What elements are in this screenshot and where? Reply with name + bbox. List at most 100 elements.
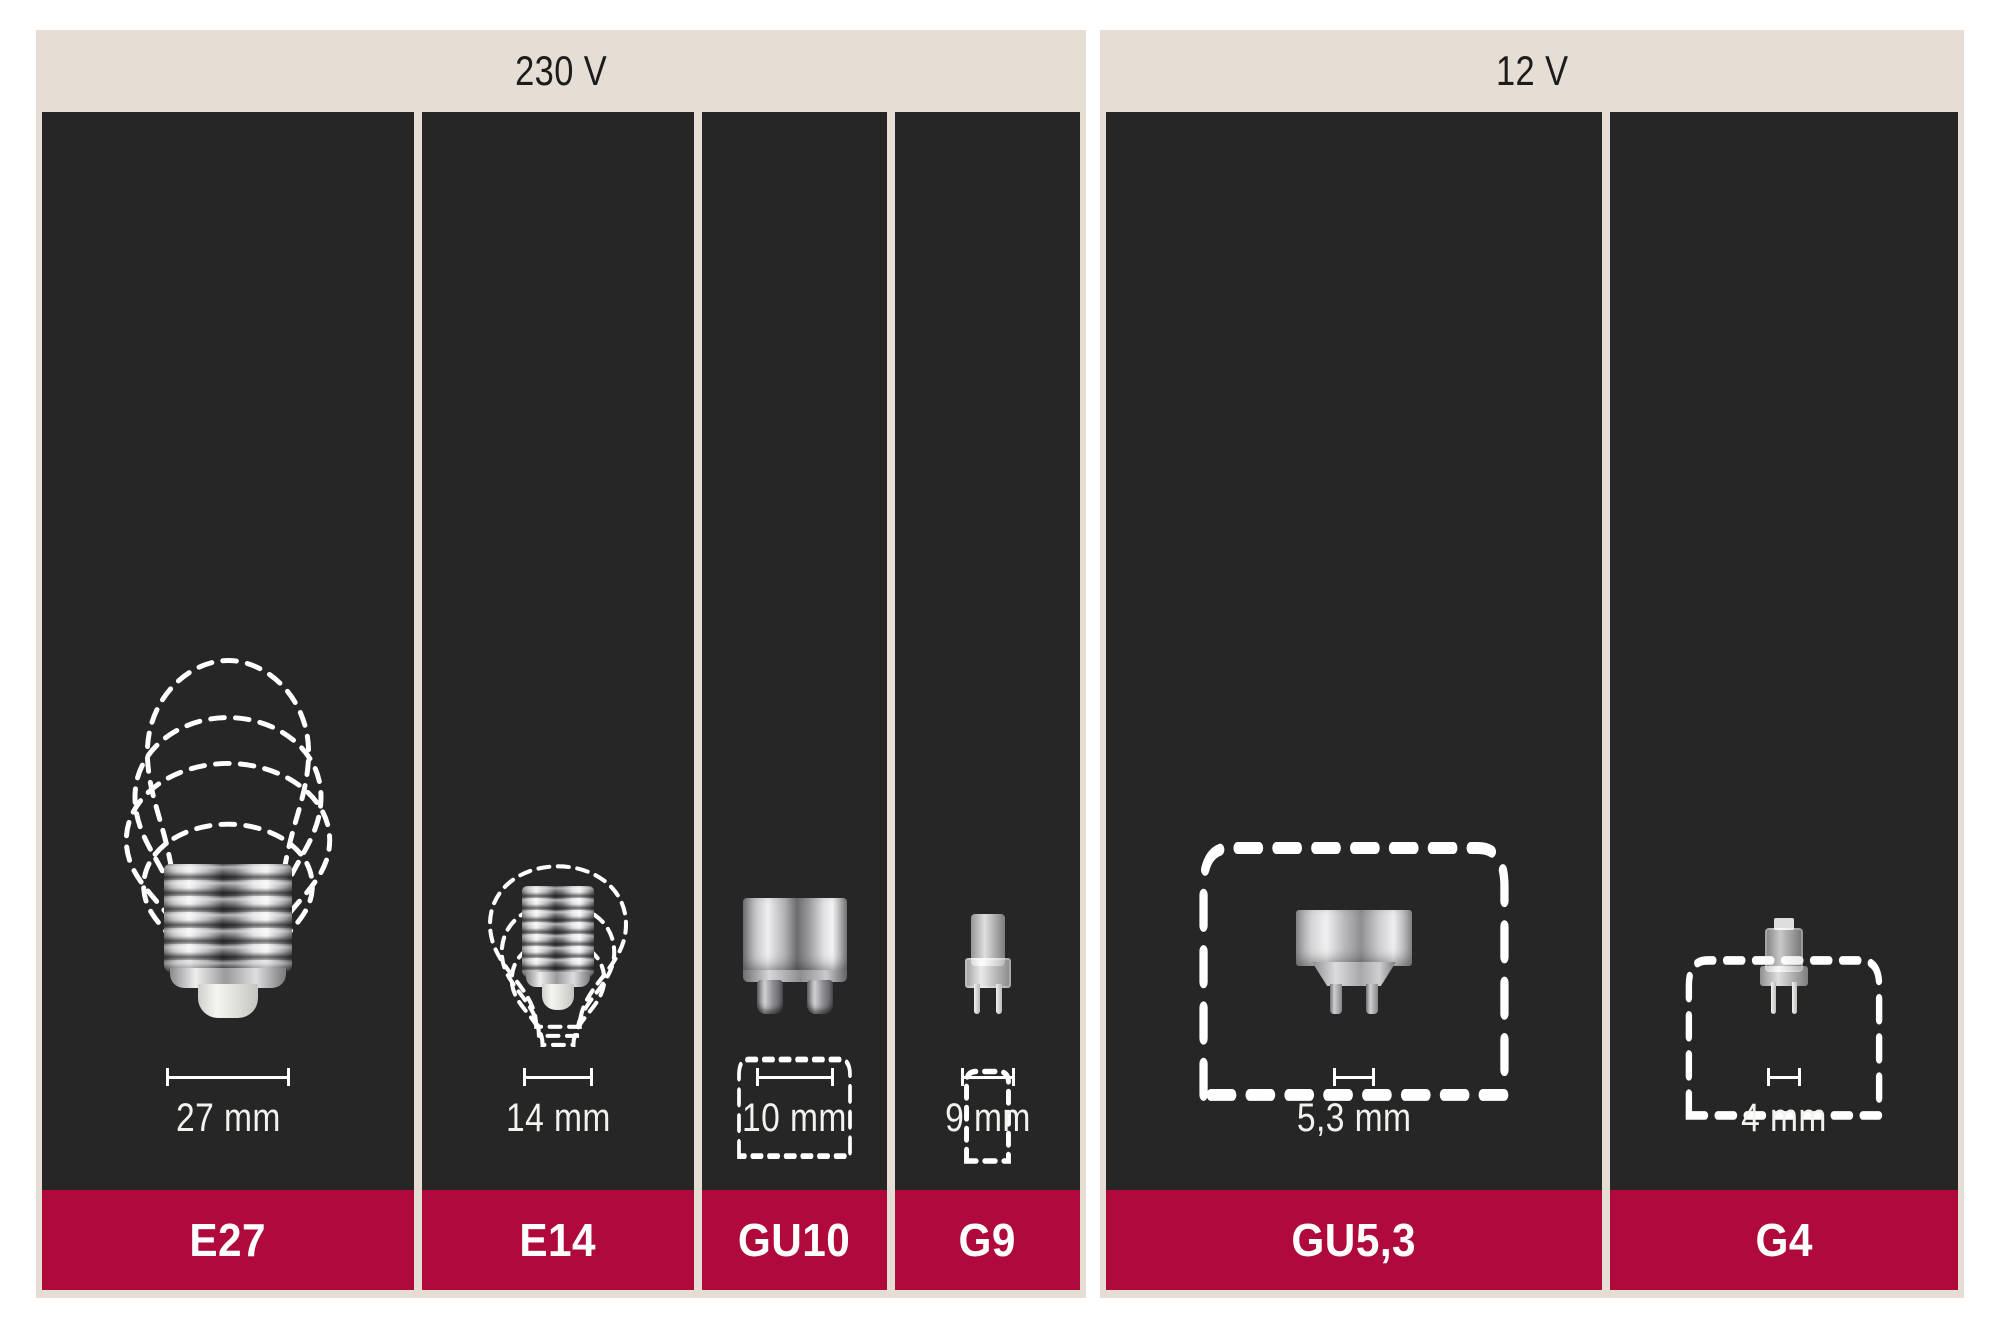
stage-gu10: 10 mm (702, 112, 887, 1190)
socket-name-g9: G9 (958, 1214, 1017, 1266)
socket-name-gu53: GU5,3 (1291, 1214, 1417, 1266)
socket-column-e27[interactable]: 27 mm E27 (42, 112, 414, 1290)
socket-footer-g4[interactable]: G4 (1610, 1190, 1958, 1290)
caliper-tick-right (830, 1068, 834, 1086)
gu10-shell (742, 898, 847, 976)
caliper-bar (960, 1075, 1015, 1079)
socket-name-g4: G4 (1755, 1214, 1813, 1266)
bulb-envelope-outlines-gu53 (1199, 842, 1509, 1101)
lamp-base-gu53 (1296, 910, 1412, 1014)
caliper-tick-left (755, 1068, 759, 1086)
caliper-tick-left (523, 1068, 526, 1086)
caliper-g4 (1767, 1068, 1801, 1086)
stage-gu53: 5,3 mm (1106, 112, 1602, 1190)
caliper-bar (755, 1075, 834, 1079)
lamp-base-g4 (1756, 918, 1812, 1014)
socket-footer-g9[interactable]: G9 (895, 1190, 1080, 1290)
diameter-label-e14: 14 mm (505, 1096, 611, 1140)
caliper-gu53 (1333, 1068, 1375, 1086)
caliper-e14 (523, 1068, 593, 1086)
e14-collar (526, 972, 590, 987)
g9-pinch-block (964, 958, 1011, 988)
diameter-label-gu53: 5,3 mm (1296, 1096, 1412, 1140)
socket-column-gu53[interactable]: 5,3 mm GU5,3 (1106, 112, 1602, 1290)
bulb-envelope-outlines-e27 (123, 658, 333, 988)
bulb-envelope-outlines-g9 (964, 1068, 1011, 1164)
caliper-e27 (166, 1068, 290, 1086)
dimension-block-g4: 4 mm (1610, 1068, 1958, 1138)
gu10-pin-right (806, 980, 833, 1014)
stage-e14: 14 mm (422, 112, 694, 1190)
caliper-tick-left (1333, 1068, 1336, 1086)
socket-name-e27: E27 (189, 1214, 267, 1266)
caliper-bar (166, 1075, 290, 1079)
e14-thread-shell (522, 886, 594, 978)
lamp-base-g9 (964, 914, 1011, 1014)
g4-glass-capsule (1765, 928, 1803, 972)
voltage-group-12v: 12 V (1100, 30, 1964, 1298)
g4-pin-left (1771, 982, 1776, 1014)
caliper-tick-right (590, 1068, 593, 1086)
socket-footer-gu53[interactable]: GU5,3 (1106, 1190, 1602, 1290)
caliper-tick-right (1011, 1068, 1015, 1086)
gu53-taper (1312, 962, 1396, 986)
socket-column-g9[interactable]: 9 mm G9 (895, 112, 1080, 1290)
caliper-g9 (960, 1068, 1015, 1086)
lamp-base-e27 (164, 864, 292, 1018)
caliper-tick-left (960, 1068, 964, 1086)
e14-contact-tip (542, 984, 574, 1010)
bulb-envelope-outlines-g4 (1685, 956, 1883, 1120)
socket-footer-gu10[interactable]: GU10 (702, 1190, 887, 1290)
group-header-12v: 12 V (1100, 30, 1964, 112)
stage-g4: 4 mm (1610, 112, 1958, 1190)
gu53-shell (1296, 910, 1412, 966)
diameter-label-g9: 9 mm (944, 1096, 1031, 1140)
diameter-label-gu10: 10 mm (742, 1096, 847, 1140)
group-header-230v: 230 V (36, 30, 1086, 112)
lamp-base-gu10 (742, 898, 847, 1014)
dimension-block-e27: 27 mm (42, 1068, 414, 1138)
gu53-pin-left (1330, 984, 1342, 1014)
socket-footer-e14[interactable]: E14 (422, 1190, 694, 1290)
g4-pin-right (1792, 982, 1797, 1014)
socket-columns-12v: 5,3 mm GU5,3 (1100, 112, 1964, 1298)
bulb-envelope-outlines-gu10 (737, 1056, 852, 1159)
caliper-bar (1333, 1075, 1375, 1079)
voltage-label-12v: 12 V (1495, 47, 1569, 94)
caliper-bar (523, 1075, 593, 1079)
e27-thread-shell (164, 864, 292, 974)
g9-glass-capsule (970, 914, 1005, 966)
caliper-tick-left (1767, 1068, 1770, 1086)
gu10-rim (742, 970, 847, 982)
voltage-group-230v: 230 V (36, 30, 1086, 1298)
dimension-block-gu10: 10 mm (702, 1068, 887, 1138)
caliper-bar (1767, 1075, 1801, 1079)
dimension-block-e14: 14 mm (422, 1068, 694, 1138)
caliper-tick-right (1798, 1068, 1801, 1086)
voltage-label-230v: 230 V (514, 47, 608, 94)
socket-name-gu10: GU10 (738, 1214, 851, 1266)
socket-column-gu10[interactable]: 10 mm GU10 (702, 112, 887, 1290)
e27-contact-tip (198, 984, 258, 1018)
socket-column-g4[interactable]: 4 mm G4 (1610, 112, 1958, 1290)
g9-pin-right (995, 984, 1002, 1014)
lamp-base-e14 (522, 886, 594, 1014)
caliper-tick-right (1372, 1068, 1375, 1086)
caliper-tick-right (287, 1068, 290, 1086)
gu53-pin-right (1366, 984, 1378, 1014)
g9-pin-left (973, 984, 980, 1014)
e27-collar (170, 968, 286, 988)
stage-g9: 9 mm (895, 112, 1080, 1190)
caliper-tick-left (166, 1068, 169, 1086)
diameter-label-g4: 4 mm (1741, 1096, 1827, 1140)
g4-top-cap (1774, 918, 1794, 930)
dimension-block-g9: 9 mm (895, 1068, 1080, 1138)
socket-column-e14[interactable]: 14 mm E14 (422, 112, 694, 1290)
gu10-pin-left (756, 980, 783, 1014)
socket-footer-e27[interactable]: E27 (42, 1190, 414, 1290)
bulb-envelope-outlines-e14 (487, 864, 629, 1047)
socket-columns-230v: 27 mm E27 (36, 112, 1086, 1298)
dimension-block-gu53: 5,3 mm (1106, 1068, 1602, 1138)
stage-e27: 27 mm (42, 112, 414, 1190)
caliper-gu10 (755, 1068, 834, 1086)
